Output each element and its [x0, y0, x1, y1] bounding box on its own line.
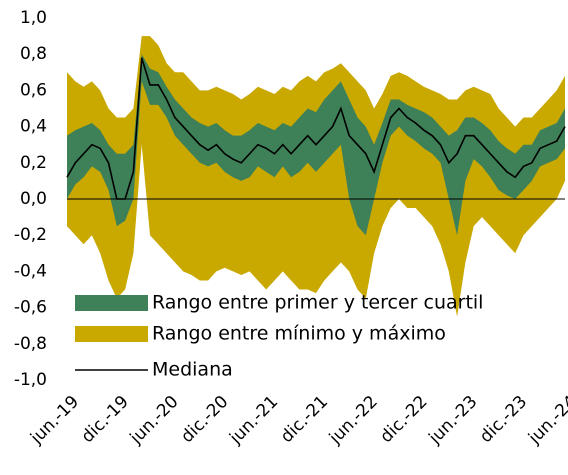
legend-label: Rango entre mínimo y máximo: [152, 323, 446, 345]
x-tick-label: jun.-23: [425, 392, 482, 449]
range-band: [67, 36, 565, 317]
x-tick-label: jun.-19: [26, 392, 83, 449]
x-tick-label: jun.-20: [126, 392, 183, 449]
y-tick-label: 0,8: [20, 44, 47, 64]
y-tick-label: 0,6: [20, 80, 47, 100]
x-tick-label: dic.-21: [277, 392, 332, 447]
x-tick-label: jun.-22: [325, 392, 382, 449]
y-tick-label: -0,2: [14, 225, 47, 245]
y-tick-label: 0,2: [20, 153, 47, 173]
y-tick-label: 0,0: [20, 189, 47, 209]
legend-label: Mediana: [152, 359, 233, 381]
legend-label: Rango entre primer y tercer cuartil: [152, 292, 483, 314]
y-tick-label: -0,8: [14, 334, 47, 354]
y-tick-label: 0,4: [20, 117, 47, 137]
x-tick-label: jun.-21: [225, 392, 282, 449]
x-tick-label: dic.-19: [78, 392, 133, 447]
legend-swatch: [75, 326, 148, 342]
legend-swatch: [75, 295, 148, 311]
y-tick-label: -1,0: [14, 370, 47, 390]
x-tick-label: dic.-23: [476, 392, 531, 447]
y-tick-label: -0,4: [14, 261, 47, 281]
x-tick-label: jun.-24: [524, 392, 568, 449]
x-tick-label: dic.-22: [376, 392, 431, 447]
x-tick-label: dic.-20: [177, 392, 232, 447]
y-tick-label: -0,6: [14, 298, 47, 318]
y-tick-label: 1,0: [20, 8, 47, 28]
median-line: [66, 57, 566, 200]
